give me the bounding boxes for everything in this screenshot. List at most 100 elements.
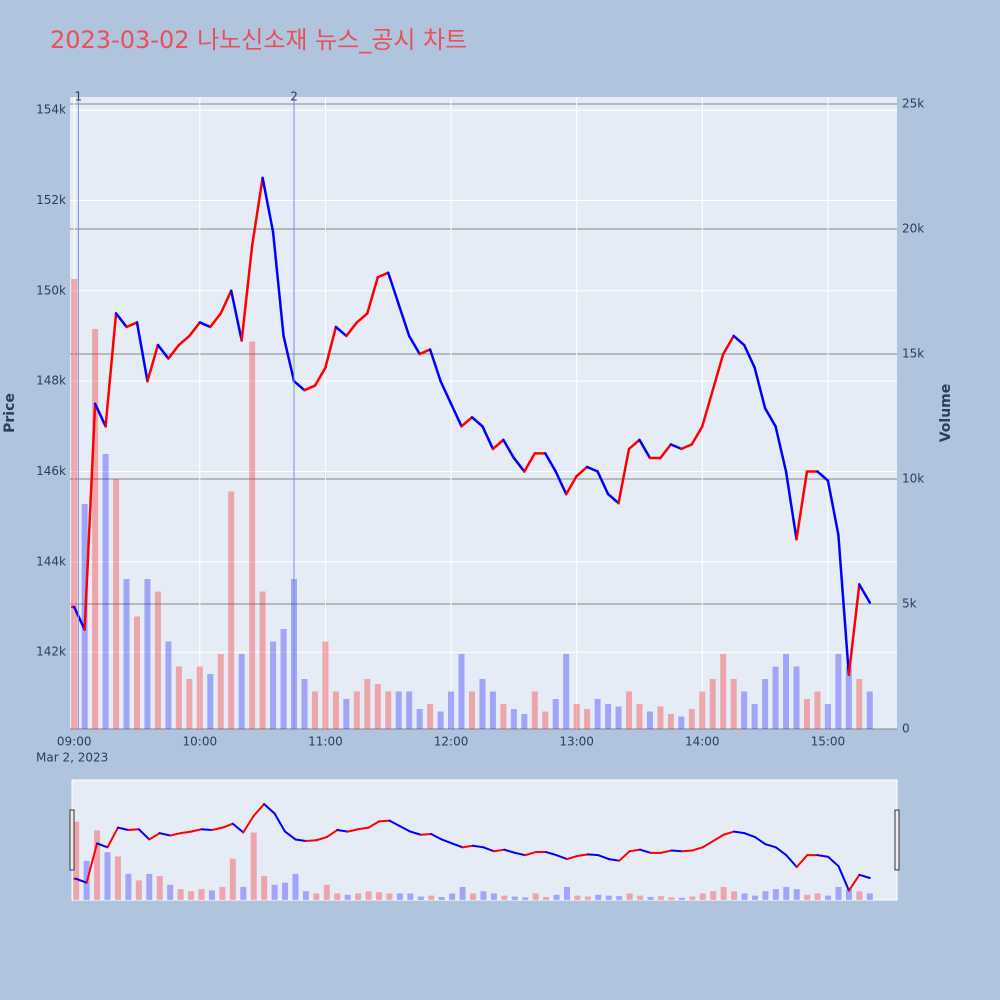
price-segment	[858, 583, 872, 604]
y-tick-label: 152k	[36, 193, 66, 207]
price-segment	[753, 366, 767, 410]
volume-bar	[207, 674, 214, 729]
volume-bar	[449, 893, 456, 900]
volume-bar	[114, 856, 121, 900]
price-segment	[564, 474, 578, 496]
price-segment	[169, 832, 182, 837]
volume-bar	[144, 579, 151, 729]
volume-bar	[438, 896, 445, 900]
price-segment	[158, 832, 172, 837]
price-segment	[324, 325, 338, 369]
volume-bar	[678, 897, 685, 900]
volume-bar	[104, 852, 111, 900]
y2-tick-label: 10k	[902, 472, 924, 486]
volume-bar	[803, 699, 810, 729]
price-segment	[242, 814, 255, 834]
volume-bar	[710, 891, 717, 900]
price-segment	[711, 352, 725, 392]
price-segment	[179, 830, 193, 835]
volume-bar	[657, 896, 664, 900]
price-segment	[795, 854, 809, 868]
price-segment	[263, 803, 276, 815]
volume-bar	[646, 711, 653, 729]
volume-bar	[240, 886, 247, 900]
volume-bar	[365, 891, 372, 900]
y-tick-label: 144k	[36, 554, 66, 568]
volume-bar	[637, 895, 644, 900]
price-segment	[210, 826, 224, 832]
price-segment	[336, 829, 349, 833]
volume-bar	[615, 706, 622, 729]
volume-bar	[678, 716, 685, 729]
volume-bar	[479, 679, 486, 729]
volume-bar	[720, 886, 727, 900]
price-segment	[93, 402, 107, 428]
price-segment	[209, 312, 222, 329]
price-segment	[376, 271, 390, 279]
volume-bar	[133, 616, 140, 729]
price-segment	[83, 402, 97, 631]
price-segment	[847, 873, 861, 892]
price-segment	[366, 275, 380, 315]
volume-bar	[720, 654, 727, 729]
volume-bar	[250, 832, 257, 900]
price-segment	[847, 583, 861, 677]
price-segment	[774, 846, 788, 857]
volume-bar	[699, 893, 706, 900]
volume-bar	[208, 890, 215, 900]
price-segment	[837, 533, 851, 677]
price-segment	[240, 244, 254, 342]
volume-bar	[301, 679, 308, 729]
price-segment	[428, 348, 442, 383]
x-tick-label: 14:00	[685, 735, 720, 749]
volume-bar	[123, 579, 130, 729]
volume-bar	[521, 714, 528, 729]
price-segment	[470, 416, 484, 428]
price-segment	[221, 822, 234, 829]
volume-bar	[741, 893, 748, 900]
price-segment	[148, 832, 161, 841]
volume-bar	[198, 889, 205, 900]
volume-bar	[302, 891, 309, 900]
price-segment	[461, 844, 475, 849]
price-segment	[763, 407, 777, 428]
price-segment	[355, 312, 369, 324]
price-segment	[252, 803, 266, 817]
price-segment	[670, 849, 683, 853]
price-segment	[627, 438, 641, 451]
volume-bar	[156, 876, 163, 900]
volume-bar	[563, 654, 570, 729]
volume-bar	[270, 641, 277, 729]
price-segment	[743, 832, 756, 839]
price-segment	[303, 384, 317, 392]
price-segment	[680, 443, 694, 451]
price-segment	[585, 465, 599, 473]
y-tick-label: 146k	[36, 464, 66, 478]
price-segment	[75, 877, 88, 884]
volume-bar	[510, 709, 517, 729]
price-segment	[334, 325, 348, 338]
price-segment	[858, 873, 871, 879]
price-segment	[690, 425, 704, 446]
volume-bar	[688, 709, 695, 729]
x-tick-label: 09:00	[57, 735, 92, 749]
price-segment	[127, 828, 140, 832]
price-segment	[409, 830, 422, 836]
price-segment	[346, 828, 360, 833]
volume-bar	[311, 691, 318, 729]
price-segment	[785, 854, 798, 868]
volume-bar	[772, 666, 779, 729]
volume-bar	[835, 886, 842, 900]
price-segment	[271, 230, 285, 338]
price-segment	[732, 334, 746, 347]
volume-bar	[825, 895, 832, 900]
volume-bar	[165, 641, 172, 729]
volume-bar	[595, 894, 602, 900]
volume-bar	[856, 679, 863, 729]
price-segment	[816, 470, 830, 482]
volume-bar	[343, 699, 350, 729]
price-segment	[555, 854, 568, 861]
price-segment	[85, 842, 99, 884]
price-segment	[135, 321, 149, 383]
price-segment	[439, 379, 453, 405]
